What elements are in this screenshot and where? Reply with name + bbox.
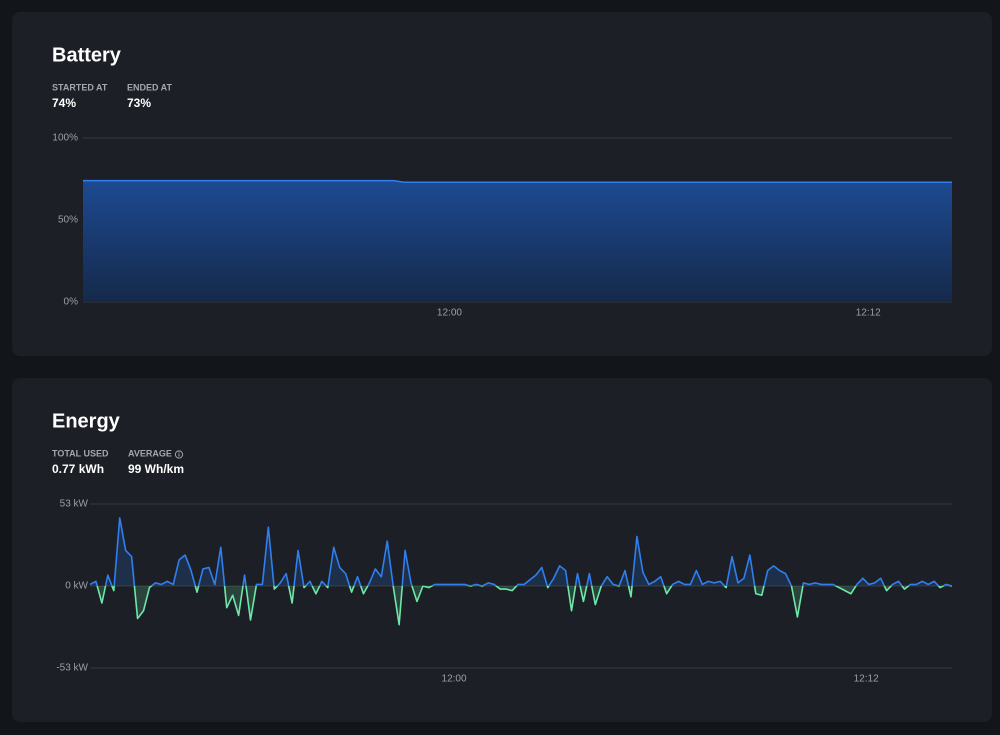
x-tick-label: 12:00 <box>437 308 462 319</box>
stat-value: 74% <box>52 96 76 110</box>
panel-title: Energy <box>52 410 121 432</box>
stat-value: 0.77 kWh <box>52 462 104 476</box>
stat-label: AVERAGE <box>128 448 172 458</box>
energy-line-positive <box>89 517 953 586</box>
y-tick-label: 50% <box>58 215 78 226</box>
stat-label: TOTAL USED <box>52 448 109 458</box>
y-tick-label: 0 kW <box>65 581 88 592</box>
battery-line <box>83 179 952 184</box>
stat-value: 99 Wh/km <box>128 462 184 476</box>
stat-label: ENDED AT <box>127 82 173 92</box>
energy-panel <box>12 378 992 722</box>
stat-label: STARTED AT <box>52 82 108 92</box>
x-tick-label: 12:00 <box>442 674 467 685</box>
y-tick-label: -53 kW <box>56 663 88 674</box>
info-icon[interactable] <box>174 450 184 459</box>
stat-value: 73% <box>127 96 151 110</box>
y-tick-label: 53 kW <box>60 499 89 510</box>
x-tick-label: 12:12 <box>854 674 879 685</box>
y-tick-label: 0% <box>64 297 79 308</box>
panel-title: Battery <box>52 44 122 66</box>
y-tick-label: 100% <box>52 133 78 144</box>
x-tick-label: 12:12 <box>856 308 881 319</box>
energy-area-positive <box>90 517 952 586</box>
battery-area <box>83 180 952 302</box>
energy-line-negative <box>96 586 952 626</box>
